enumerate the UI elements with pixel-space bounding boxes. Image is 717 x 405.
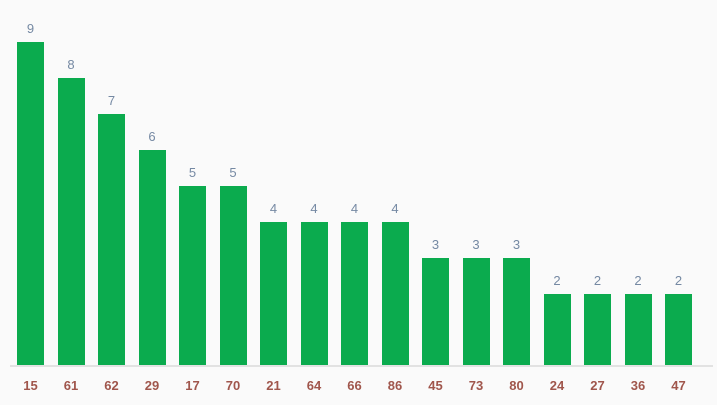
bar-value-label: 6 [148,129,156,144]
bar[interactable] [624,294,652,366]
bar-value-label: 2 [553,273,561,288]
bars-row: 9 8 7 6 5 5 4 4 4 4 3 3 3 2 2 2 2 [17,0,692,366]
bar[interactable] [422,258,449,366]
bar[interactable] [98,114,125,366]
bar[interactable] [17,42,44,366]
category-label: 27 [590,378,605,393]
category-label: 64 [306,378,322,393]
bar[interactable] [543,294,571,366]
bar-column: 4 [300,0,328,366]
x-axis-labels: 15 61 62 29 17 70 21 64 66 86 45 73 80 24 27 36 47 [17,366,692,405]
bar-value-label: 4 [269,201,278,216]
bar-column: 2 [584,0,611,366]
bar-column: 4 [381,0,409,366]
bar[interactable] [57,78,85,366]
bar-value-label: 5 [229,165,237,180]
category-label: 24 [549,378,565,393]
category-label: 15 [23,378,38,393]
bar-column: 3 [422,0,449,366]
category-label: 47 [671,378,686,393]
bar[interactable] [138,150,166,366]
bar-value-label: 2 [593,273,602,288]
bar-column: 4 [260,0,287,366]
bar-column: 9 [17,0,44,366]
bar-column: 3 [503,0,530,366]
bar[interactable] [503,258,530,366]
bar[interactable] [462,258,490,366]
bar-value-label: 3 [512,237,521,252]
bar-column: 6 [138,0,166,366]
category-label: 73 [468,378,484,393]
bar[interactable] [300,222,328,366]
bar-column: 2 [665,0,692,366]
category-label: 80 [509,378,524,393]
category-label: 21 [266,378,281,393]
bar[interactable] [584,294,611,366]
bar-column: 2 [624,0,652,366]
category-label: 70 [225,378,241,393]
bar[interactable] [341,222,368,366]
category-label: 61 [63,378,79,393]
bar-value-label: 9 [26,21,35,36]
bar[interactable] [179,186,206,366]
bar-column: 7 [98,0,125,366]
category-label: 86 [387,378,403,393]
bar[interactable] [219,186,247,366]
bar-column: 3 [462,0,490,366]
bar[interactable] [381,222,409,366]
bar-value-label: 4 [350,201,359,216]
bar-column: 4 [341,0,368,366]
bar-value-label: 8 [67,57,75,72]
category-label: 62 [104,378,119,393]
bar-value-label: 3 [472,237,480,252]
bar-column: 8 [57,0,85,366]
bar-value-label: 2 [634,273,642,288]
category-label: 45 [428,378,443,393]
bar-column: 5 [219,0,247,366]
category-label: 17 [185,378,200,393]
bar-value-label: 7 [107,93,116,108]
bar[interactable] [665,294,692,366]
x-axis-line [10,365,713,367]
bar-column: 2 [543,0,571,366]
category-label: 66 [347,378,362,393]
bar-value-label: 4 [391,201,399,216]
category-label: 36 [630,378,646,393]
bar-value-label: 5 [188,165,197,180]
bar[interactable] [260,222,287,366]
bar-value-label: 3 [431,237,440,252]
bar-value-label: 2 [674,273,683,288]
bar-column: 5 [179,0,206,366]
bar-value-label: 4 [310,201,318,216]
category-label: 29 [144,378,160,393]
